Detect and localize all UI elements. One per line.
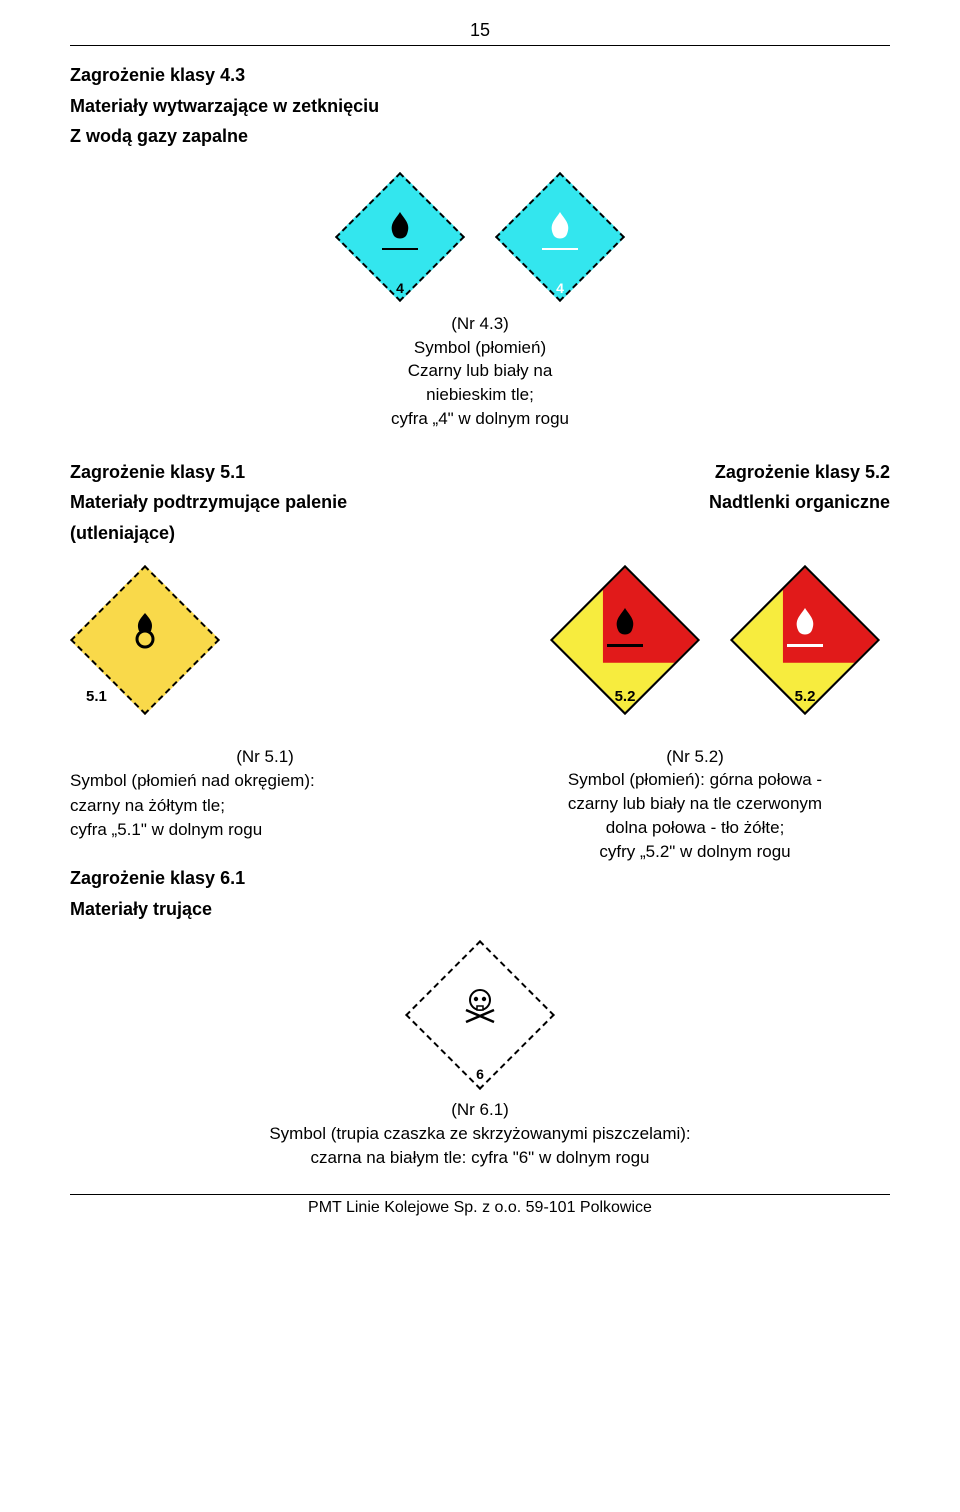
hazard-sign-5-1: 5.1 xyxy=(70,565,220,715)
heading-6-1-line1: Zagrożenie klasy 6.1 xyxy=(70,863,460,894)
heading-4-3-line1: Zagrożenie klasy 4.3 xyxy=(70,60,890,91)
caption-nr: (Nr 4.3) xyxy=(300,312,660,336)
caption-4-3: (Nr 4.3) Symbol (płomień) Czarny lub bia… xyxy=(300,312,660,431)
caption-line: czarny na żółtym tle; xyxy=(70,794,460,819)
footer-text: PMT Linie Kolejowe Sp. z o.o. 59-101 Pol… xyxy=(70,1195,890,1217)
caption-line: cyfry „5.2" w dolnym rogu xyxy=(500,840,890,864)
hazard-sign-4-3-white: 4 xyxy=(495,172,625,302)
heading-5-1-line1: Zagrożenie klasy 5.1 xyxy=(70,457,480,488)
hazard-sign-6-1: 6 xyxy=(405,940,555,1090)
caption-line: Symbol (płomień): górna połowa - xyxy=(500,768,890,792)
heading-5-2-line1: Zagrożenie klasy 5.2 xyxy=(480,457,890,488)
top-rule xyxy=(70,45,890,46)
caption-5-2: (Nr 5.2) Symbol (płomień): górna połowa … xyxy=(500,745,890,925)
caption-line: Symbol (płomień nad okręgiem): xyxy=(70,769,460,794)
caption-line: cyfra „4" w dolnym rogu xyxy=(300,407,660,431)
caption-nr: (Nr 5.2) xyxy=(500,745,890,769)
page-number: 15 xyxy=(70,20,890,41)
hazard-sign-5-2-black: 5.2 xyxy=(550,565,700,715)
caption-line: czarny lub biały na tle czerwonym xyxy=(500,792,890,816)
hazard-sign-4-3-black: 4 xyxy=(335,172,465,302)
oxidizer-icon xyxy=(128,609,162,654)
caption-line: czarna na białym tle: cyfra "6" w dolnym… xyxy=(70,1146,890,1170)
heading-5-1: Zagrożenie klasy 5.1 Materiały podtrzymu… xyxy=(70,457,480,549)
sign-number: 6 xyxy=(476,1066,484,1082)
heading-6-1-line2: Materiały trujące xyxy=(70,894,460,925)
caption-nr: (Nr 6.1) xyxy=(70,1098,890,1122)
sign-number: 5.2 xyxy=(795,688,816,705)
signs-4-3: 4 4 xyxy=(70,172,890,302)
signs-5-2: 5.2 5.2 xyxy=(250,565,890,715)
heading-5-row: Zagrożenie klasy 5.1 Materiały podtrzymu… xyxy=(70,457,890,549)
flame-icon xyxy=(385,210,415,246)
heading-5-2-line2: Nadtlenki organiczne xyxy=(480,487,890,518)
sign-number: 5.1 xyxy=(86,688,107,705)
caption-line: Symbol (trupia czaszka ze skrzyżowanymi … xyxy=(70,1122,890,1146)
caption-line: dolna połowa - tło żółte; xyxy=(500,816,890,840)
flame-underline xyxy=(542,248,578,251)
flame-icon xyxy=(790,606,820,642)
captions-5: (Nr 5.1) Symbol (płomień nad okręgiem): … xyxy=(70,745,890,925)
sign-6-1-wrap: 6 xyxy=(70,940,890,1090)
caption-5-1: (Nr 5.1) Symbol (płomień nad okręgiem): … xyxy=(70,745,460,925)
caption-nr: (Nr 5.1) xyxy=(70,745,460,770)
heading-5-1-line3: (utleniające) xyxy=(70,518,480,549)
heading-4-3-line2: Materiały wytwarzające w zetknięciu xyxy=(70,91,890,122)
signs-5-row: 5.1 5.2 xyxy=(70,565,890,715)
sign-number: 4 xyxy=(396,280,404,296)
caption-line: Symbol (płomień) xyxy=(300,336,660,360)
flame-icon xyxy=(545,210,575,246)
skull-crossbones-icon xyxy=(460,986,500,1031)
caption-line: niebieskim tle; xyxy=(300,383,660,407)
flame-underline xyxy=(607,644,643,647)
hazard-sign-5-2-white: 5.2 xyxy=(730,565,880,715)
sign-5-1-wrap: 5.1 xyxy=(70,565,250,715)
caption-line: Czarny lub biały na xyxy=(300,359,660,383)
flame-underline xyxy=(382,248,418,251)
heading-5-2: Zagrożenie klasy 5.2 Nadtlenki organiczn… xyxy=(480,457,890,518)
heading-4-3-line3: Z wodą gazy zapalne xyxy=(70,121,890,152)
sign-number: 5.2 xyxy=(615,688,636,705)
sign-number: 4 xyxy=(556,280,564,296)
flame-icon xyxy=(610,606,640,642)
caption-line: cyfra „5.1" w dolnym rogu xyxy=(70,818,460,843)
heading-4-3: Zagrożenie klasy 4.3 Materiały wytwarzaj… xyxy=(70,60,890,152)
heading-5-1-line2: Materiały podtrzymujące palenie xyxy=(70,487,480,518)
caption-6-1: (Nr 6.1) Symbol (trupia czaszka ze skrzy… xyxy=(70,1098,890,1169)
flame-underline xyxy=(787,644,823,647)
